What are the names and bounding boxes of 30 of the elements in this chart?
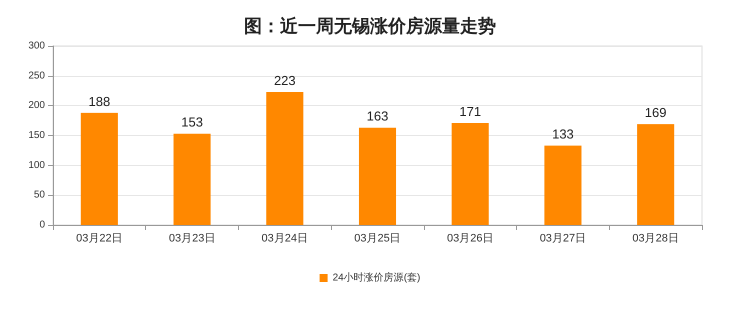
x-tick-label: 03月25日 xyxy=(354,232,401,244)
x-tick-label: 03月23日 xyxy=(168,232,216,244)
data-label: 133 xyxy=(552,126,574,142)
data-label: 163 xyxy=(366,108,388,124)
chart-title: 图：近一周无锡涨价房源量走势 xyxy=(244,16,496,36)
x-tick-label: 03月28日 xyxy=(632,232,679,244)
x-tick-label: 03月27日 xyxy=(540,232,586,244)
data-label: 223 xyxy=(274,72,296,88)
y-tick-label: 100 xyxy=(28,160,46,171)
x-tick-label: 03月22日 xyxy=(76,232,123,244)
bar xyxy=(174,134,211,225)
data-label: 188 xyxy=(88,94,110,109)
x-tick-label: 03月26日 xyxy=(446,232,494,244)
x-tick-label: 03月24日 xyxy=(262,232,308,244)
y-tick-label: 200 xyxy=(28,100,46,112)
y-tick-label: 150 xyxy=(28,130,46,141)
bar xyxy=(266,92,304,225)
bar xyxy=(544,146,582,225)
y-tick-label: 300 xyxy=(28,40,46,52)
y-tick-label: 250 xyxy=(28,70,46,82)
data-label: 171 xyxy=(459,104,482,119)
data-label: 153 xyxy=(181,114,203,130)
bar xyxy=(358,128,396,225)
bar xyxy=(637,124,674,225)
y-tick-label: 0 xyxy=(39,220,46,230)
data-label: 169 xyxy=(644,105,666,120)
y-tick-label: 50 xyxy=(34,190,46,201)
bar xyxy=(80,112,118,225)
legend-label: 24小时涨价房源(套) xyxy=(332,272,420,284)
bar xyxy=(452,122,489,225)
